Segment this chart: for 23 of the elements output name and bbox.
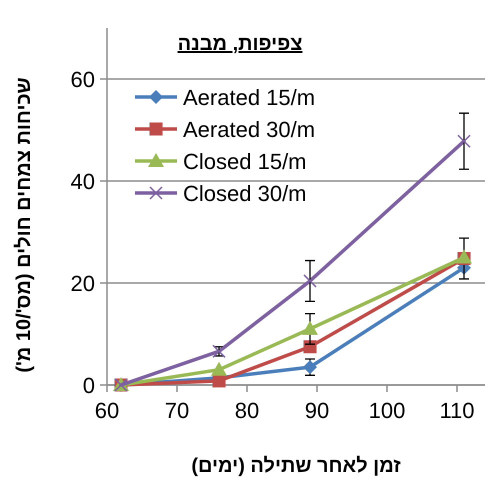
- x-tick-label: 110: [439, 398, 475, 423]
- y-tick-label: 0: [82, 373, 95, 398]
- y-tick-label: 40: [70, 169, 95, 194]
- legend-label: Aerated 30/m: [183, 117, 316, 142]
- y-tick-label: 60: [70, 67, 95, 92]
- legend-label: Closed 15/m: [183, 149, 307, 174]
- x-axis-title: זמן לאחר שתילה (ימים): [191, 455, 402, 477]
- x-tick-label: 90: [304, 398, 330, 423]
- legend-label: Closed 30/m: [183, 181, 307, 206]
- point: [303, 274, 317, 288]
- point: [302, 320, 318, 335]
- point: [212, 374, 226, 388]
- x-tick-label: 70: [164, 398, 190, 423]
- chart-title: צפיפות, מבנה: [178, 33, 302, 55]
- point: [211, 362, 227, 376]
- x-tick-label: 80: [234, 398, 260, 423]
- x-tick-label: 100: [368, 398, 406, 423]
- x-tick-label: 60: [94, 398, 120, 423]
- y-axis-title: שכיחות צמחים חולים (מס'/10 מ'): [13, 77, 35, 373]
- point: [456, 250, 472, 264]
- point: [457, 134, 471, 148]
- y-tick-label: 20: [70, 271, 95, 296]
- legend-label: Aerated 15/m: [183, 85, 316, 110]
